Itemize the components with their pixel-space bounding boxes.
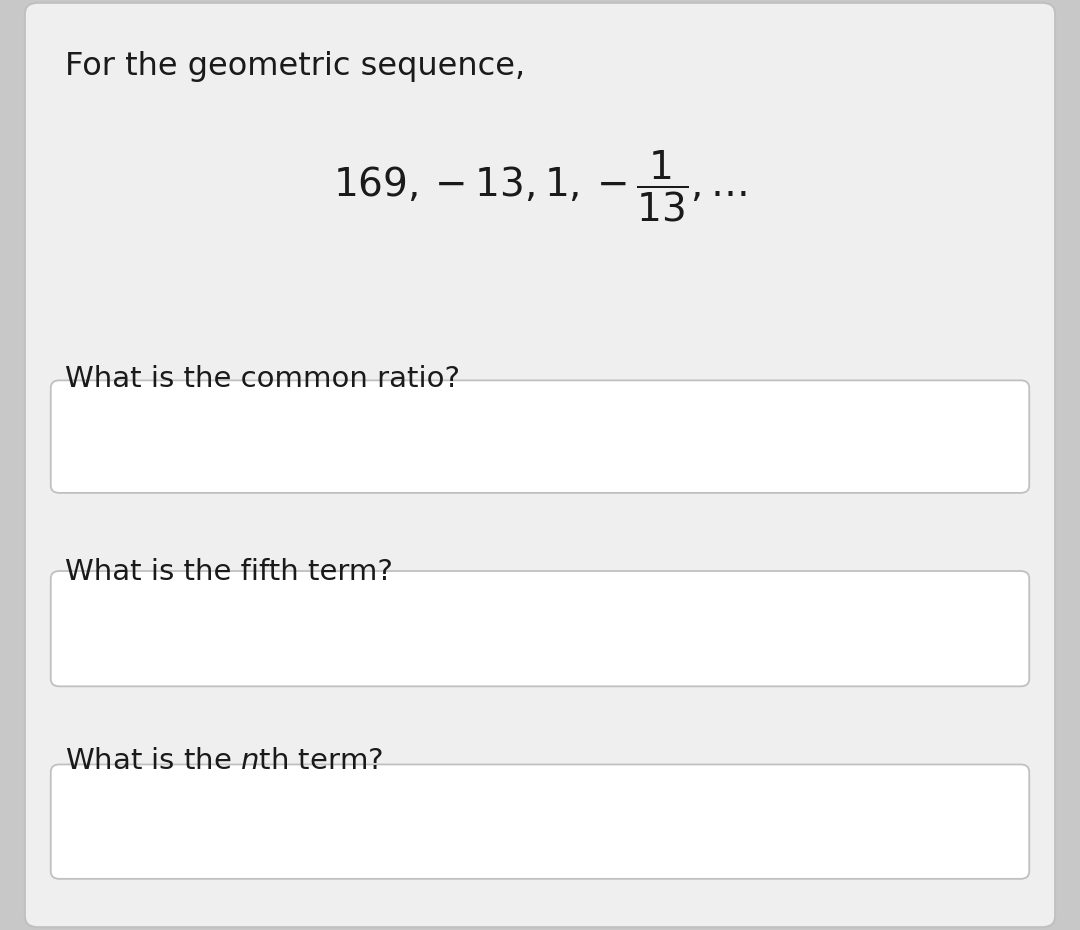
Text: What is the $n$th term?: What is the $n$th term? [65, 747, 383, 775]
Text: $169, -13, 1, -\dfrac{1}{13}, \ldots$: $169, -13, 1, -\dfrac{1}{13}, \ldots$ [333, 149, 747, 223]
FancyBboxPatch shape [51, 764, 1029, 879]
Text: What is the fifth term?: What is the fifth term? [65, 558, 393, 586]
Text: What is the common ratio?: What is the common ratio? [65, 365, 460, 393]
FancyBboxPatch shape [25, 3, 1055, 927]
FancyBboxPatch shape [51, 571, 1029, 686]
Text: For the geometric sequence,: For the geometric sequence, [65, 51, 525, 82]
FancyBboxPatch shape [51, 380, 1029, 493]
